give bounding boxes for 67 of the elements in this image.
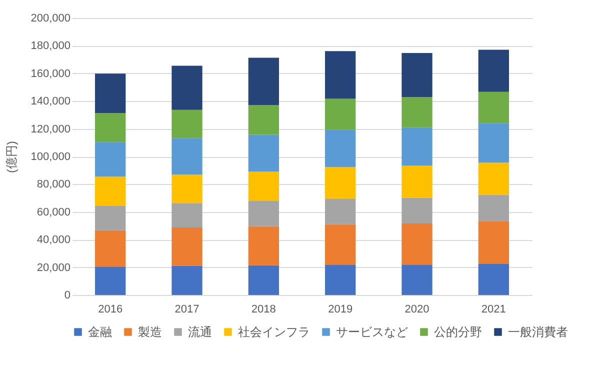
bar: [172, 266, 202, 295]
bar: [172, 110, 202, 138]
bar: [248, 134, 279, 172]
bar: [95, 266, 126, 295]
y-tick-label: 80,000: [36, 178, 70, 191]
bar: [248, 105, 279, 135]
bar: [95, 142, 126, 177]
y-tick-label: 100,000: [30, 151, 70, 163]
legend-label: 流通: [188, 325, 212, 339]
bar: [248, 58, 279, 106]
bar: [248, 171, 279, 201]
bar: [172, 66, 202, 110]
bar: [402, 53, 432, 98]
x-tick-label: 2021: [481, 304, 506, 316]
legend-label: 製造: [138, 325, 162, 339]
bar: [248, 265, 279, 295]
x-tick-label: 2017: [174, 304, 200, 316]
bar: [478, 50, 509, 92]
bar: [478, 92, 509, 124]
x-tick-label: 2016: [98, 304, 123, 316]
bar: [325, 264, 356, 295]
y-tick-label: 0: [64, 290, 70, 302]
y-tick-label: 180,000: [30, 40, 70, 52]
bar: [325, 98, 356, 130]
legend-label: 社会インフラ: [238, 325, 310, 339]
bar: [95, 176, 126, 206]
y-tick-label: 20,000: [36, 262, 70, 274]
x-tick-label: 2019: [328, 304, 353, 316]
bar: [172, 138, 202, 175]
bar: [172, 174, 202, 204]
bar: [325, 51, 356, 99]
bar: [402, 166, 432, 198]
x-tick-label: 2018: [251, 304, 276, 316]
legend-label: サービスなど: [336, 325, 408, 339]
bar: [402, 127, 432, 166]
bar: [478, 162, 509, 195]
bar: [402, 198, 432, 224]
bar: [172, 228, 202, 266]
bar: [95, 230, 126, 267]
bar: [95, 113, 126, 142]
bar: [325, 224, 356, 265]
bar: [478, 123, 509, 162]
bar: [172, 203, 202, 228]
bar: [325, 198, 356, 224]
y-axis-title: (億円): [4, 141, 19, 173]
y-tick-label: 120,000: [30, 123, 70, 136]
bar: [402, 264, 432, 295]
bar: [248, 200, 279, 226]
y-tick-label: 60,000: [36, 206, 70, 218]
bar: [402, 97, 432, 128]
bar: [248, 226, 279, 266]
y-tick-label: 200,000: [30, 12, 70, 24]
bar: [325, 167, 356, 199]
bar: [95, 74, 126, 114]
bar: [95, 206, 126, 230]
y-tick-label: 40,000: [36, 234, 70, 246]
bar: [478, 221, 509, 264]
bar: [478, 264, 509, 295]
bar: [478, 194, 509, 222]
bar: [325, 130, 356, 168]
y-tick-label: 140,000: [30, 96, 70, 108]
bar: [402, 224, 432, 265]
x-tick-label: 2020: [404, 304, 430, 316]
legend-label: 金融: [88, 325, 112, 339]
legend-label: 公的分野: [434, 325, 482, 339]
legend-label: 一般消費者: [508, 325, 568, 339]
y-tick-label: 160,000: [30, 68, 70, 80]
